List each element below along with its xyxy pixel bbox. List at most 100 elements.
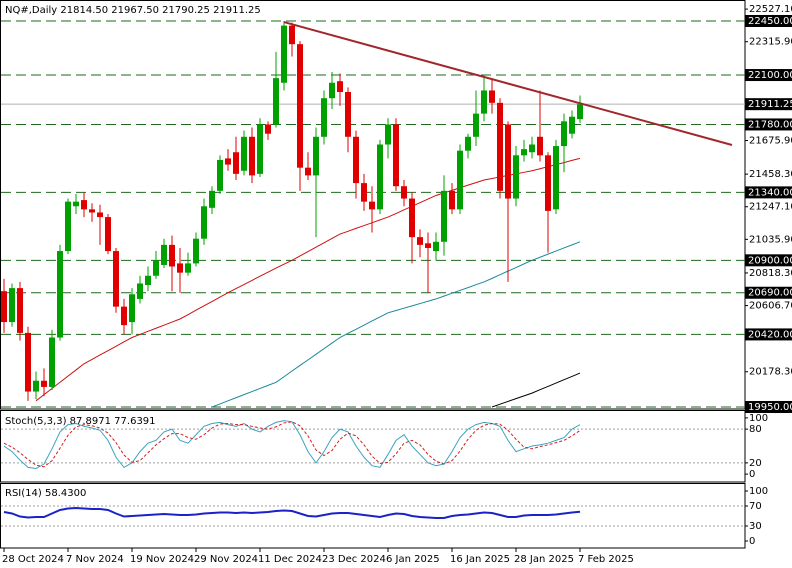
- candle-body: [73, 201, 79, 207]
- level-box: [745, 186, 792, 199]
- candle-body: [417, 237, 423, 245]
- level-box: [745, 254, 792, 267]
- candle-body: [153, 260, 159, 276]
- level-label: 19950.00: [748, 402, 792, 413]
- level-box: [745, 118, 792, 131]
- main-pane: [0, 0, 746, 410]
- y-tick-label: 22315.90: [749, 37, 792, 48]
- y-tick-label: 22527.10: [749, 4, 792, 15]
- candle-body: [17, 288, 23, 333]
- candle-body: [185, 263, 191, 273]
- y-tick-label: 80: [749, 424, 762, 435]
- x-tick-label: 11 Dec 2024: [258, 554, 322, 565]
- level-box: [745, 400, 792, 413]
- candle-body: [297, 44, 303, 168]
- candle-body: [257, 124, 263, 174]
- indicator-line: [3, 506, 581, 519]
- y-tick-label: 21675.90: [749, 136, 792, 147]
- candle-body: [161, 244, 167, 265]
- candle-body: [233, 152, 239, 174]
- candle-body: [169, 244, 175, 267]
- candle-body: [433, 241, 439, 252]
- candle-body: [25, 332, 31, 392]
- candle-body: [377, 144, 383, 210]
- candle-body: [193, 238, 199, 264]
- candle-body: [273, 78, 279, 125]
- candle-body: [305, 167, 311, 176]
- level-label: 21340.00: [748, 187, 792, 198]
- level-box: [745, 69, 792, 82]
- y-tick-label: 20818.30: [749, 268, 792, 279]
- candle-body: [321, 98, 327, 137]
- candle-body: [121, 306, 127, 326]
- candle-body: [369, 201, 375, 210]
- x-tick-label: 28 Oct 2024: [2, 554, 64, 565]
- x-tick-label: 7 Nov 2024: [66, 554, 124, 565]
- candle-body: [41, 380, 47, 387]
- x-tick-label: 29 Nov 2024: [194, 554, 258, 565]
- candle-body: [481, 90, 487, 114]
- candle-body: [521, 149, 527, 156]
- y-tick-label: 0: [749, 536, 755, 547]
- candle-body: [65, 201, 71, 252]
- y-tick-label: 21458.30: [749, 169, 792, 180]
- candle-body: [265, 124, 271, 134]
- candle-body: [9, 288, 15, 323]
- moving-average: [491, 372, 581, 408]
- candle-body: [137, 283, 143, 299]
- candle-body: [409, 198, 415, 238]
- level-box: [745, 328, 792, 341]
- candle-body: [313, 136, 319, 176]
- candle-body: [281, 25, 287, 83]
- candle-body: [89, 209, 95, 213]
- candle-body: [337, 81, 343, 93]
- candle-body: [249, 136, 255, 176]
- level-label: 20900.00: [748, 255, 792, 266]
- candle-body: [497, 102, 503, 191]
- candle-body: [393, 124, 399, 187]
- level-label: 22450.00: [748, 16, 792, 27]
- candle-body: [49, 337, 55, 387]
- candle-body: [425, 243, 431, 248]
- candle-body: [545, 155, 551, 211]
- candle-body: [569, 116, 575, 134]
- candle-body: [1, 291, 7, 323]
- candle-body: [225, 158, 231, 165]
- candle-body: [145, 275, 151, 286]
- candle-body: [81, 200, 87, 210]
- candle-body: [201, 206, 207, 239]
- candle-body: [577, 104, 583, 120]
- y-tick-label: 20606.70: [749, 301, 792, 312]
- candle-body: [217, 159, 223, 191]
- candle-body: [329, 82, 335, 99]
- candle-body: [385, 124, 391, 145]
- candle-body: [177, 263, 183, 273]
- chart-header: NQ#,Daily 21814.50 21967.50 21790.25 219…: [5, 5, 261, 16]
- candle-body: [241, 136, 247, 171]
- y-tick-label: 30: [749, 521, 762, 532]
- candle-body: [57, 251, 63, 338]
- candle-body: [441, 190, 447, 242]
- level-label: 20690.00: [748, 288, 792, 299]
- indicator-line: [3, 420, 581, 470]
- level-label: 20420.00: [748, 329, 792, 340]
- price-label: 21911.25: [748, 99, 792, 110]
- x-tick-label: 16 Jan 2025: [450, 554, 510, 565]
- trendline: [283, 21, 733, 146]
- candle-body: [113, 251, 119, 307]
- y-tick-label: 70: [749, 501, 762, 512]
- candle-body: [361, 183, 367, 202]
- candle-body: [105, 217, 111, 252]
- candle-body: [209, 190, 215, 208]
- rsi-pane: [0, 483, 746, 549]
- level-label: 22100.00: [748, 70, 792, 81]
- candle-body: [553, 146, 559, 210]
- y-tick-label: 0: [749, 469, 755, 480]
- candle-body: [505, 124, 511, 199]
- x-tick-label: 23 Dec 2024: [322, 554, 386, 565]
- y-tick-label: 21035.90: [749, 234, 792, 245]
- y-tick-label: 100: [749, 486, 768, 497]
- candle-body: [33, 380, 39, 392]
- candle-body: [345, 92, 351, 137]
- candle-body: [129, 294, 135, 323]
